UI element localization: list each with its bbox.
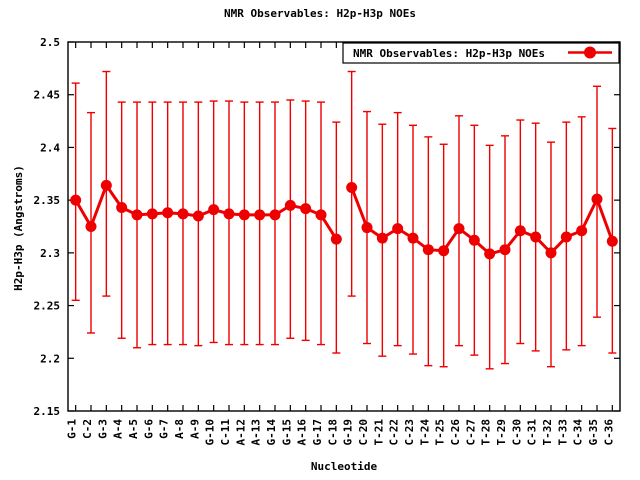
data-point-marker[interactable] (422, 244, 434, 256)
data-point-marker[interactable] (468, 234, 480, 246)
data-point-marker[interactable] (300, 203, 312, 215)
y-axis-ticks: 2.15 2.2 2.25 2.3 2.35 2.4 2.45 2.5 (34, 36, 620, 418)
data-point-marker[interactable] (453, 223, 465, 235)
data-point-marker[interactable] (284, 199, 296, 211)
y-tick-label: 2.5 (40, 36, 60, 49)
data-line-segment (350, 186, 614, 256)
x-tick-label: C-22 (388, 419, 401, 446)
x-tick-label: G-1 (66, 419, 79, 439)
data-point-marker[interactable] (530, 231, 542, 243)
data-point-marker[interactable] (162, 207, 174, 219)
data-point-marker[interactable] (146, 208, 158, 220)
x-tick-label: G-3 (96, 419, 109, 439)
x-tick-label: C-30 (510, 419, 523, 446)
x-tick-label: C-36 (602, 419, 615, 446)
data-point-marker[interactable] (254, 209, 266, 221)
data-point-marker[interactable] (376, 232, 388, 244)
x-tick-label: C-31 (526, 419, 539, 446)
x-tick-label: T-24 (418, 419, 431, 446)
x-tick-label: G-17 (311, 419, 324, 446)
x-tick-label: C-11 (219, 419, 232, 446)
x-tick-label: G-7 (158, 419, 171, 439)
x-tick-label: T-28 (480, 419, 493, 446)
data-point-marker[interactable] (315, 209, 327, 221)
data-point-marker[interactable] (116, 202, 128, 214)
x-tick-label: A-5 (127, 419, 140, 439)
y-axis-label: H2p-H3p (Angstroms) (12, 165, 25, 291)
x-tick-label: G-35 (587, 419, 600, 446)
x-tick-label: G-6 (142, 419, 155, 439)
x-axis-ticks: G-1 C-2 G-3 A-4 A-5 G-6 G-7 A-8 A-9 G-10 C-11 A-12 A… (66, 42, 615, 446)
data-point-marker[interactable] (576, 225, 588, 237)
x-tick-label: G-10 (204, 419, 217, 446)
data-point-marker[interactable] (192, 210, 204, 222)
x-axis-label: Nucleotide (311, 460, 378, 473)
x-tick-label: T-25 (434, 419, 447, 446)
y-tick-label: 2.25 (34, 300, 61, 313)
data-point-marker[interactable] (238, 209, 250, 221)
legend-box (342, 42, 620, 64)
y-tick-label: 2.15 (34, 405, 61, 418)
data-point-marker[interactable] (560, 231, 572, 243)
data-point-marker[interactable] (100, 179, 112, 191)
x-tick-label: C-27 (464, 419, 477, 446)
x-tick-label: C-34 (572, 419, 585, 446)
x-tick-label: C-20 (357, 419, 370, 446)
data-point-group (70, 179, 618, 260)
x-tick-label: A-8 (173, 419, 186, 439)
data-point-marker[interactable] (223, 208, 235, 220)
data-point-marker[interactable] (269, 209, 281, 221)
legend-marker-swatch (584, 46, 596, 59)
data-point-marker[interactable] (361, 222, 373, 234)
data-point-marker[interactable] (85, 221, 97, 232)
page-title: NMR Observables: H2p-H3p NOEs (223, 7, 417, 20)
y-tick-label: 2.3 (40, 247, 60, 260)
data-point-marker[interactable] (208, 204, 220, 216)
data-point-marker[interactable] (392, 223, 404, 235)
data-point-marker[interactable] (606, 235, 618, 247)
y-tick-label: 2.45 (34, 89, 61, 102)
legend-item-label: NMR Observables: H2p-H3p NOEs (353, 47, 545, 60)
data-point-marker[interactable] (545, 247, 557, 259)
x-tick-label: C-2 (81, 419, 94, 439)
data-point-marker[interactable] (330, 233, 342, 245)
data-point-marker[interactable] (484, 248, 496, 260)
x-tick-label: T-21 (372, 419, 385, 446)
data-point-marker[interactable] (514, 225, 526, 237)
error-bars-group (71, 70, 617, 370)
chart-legend[interactable]: NMR Observables: H2p-H3p NOEs (342, 42, 620, 64)
x-tick-label: G-15 (280, 419, 293, 446)
x-tick-label: C-26 (449, 419, 462, 446)
data-point-marker[interactable] (177, 208, 189, 220)
x-tick-label: C-23 (403, 419, 416, 446)
x-tick-label: T-32 (541, 419, 554, 446)
x-tick-label: A-4 (112, 419, 125, 439)
x-tick-label: T-33 (556, 419, 569, 446)
data-line-segment (74, 182, 338, 240)
data-point-marker[interactable] (346, 181, 358, 193)
data-point-marker[interactable] (407, 232, 419, 244)
y-tick-label: 2.35 (34, 194, 61, 207)
plot-frame (67, 41, 621, 412)
x-tick-label: T-29 (495, 419, 508, 446)
x-tick-label: G-14 (265, 419, 278, 446)
y-tick-label: 2.2 (40, 352, 60, 365)
x-tick-label: G-19 (342, 419, 355, 446)
data-line-group (74, 182, 614, 256)
x-tick-label: A-12 (234, 419, 247, 446)
data-point-marker[interactable] (499, 244, 511, 256)
x-tick-label: C-18 (326, 419, 339, 446)
y-tick-label: 2.4 (40, 141, 60, 154)
x-tick-label: A-16 (296, 419, 309, 446)
data-point-marker[interactable] (438, 245, 450, 257)
x-tick-label: A-13 (250, 419, 263, 446)
data-point-marker[interactable] (70, 194, 82, 206)
data-point-marker[interactable] (591, 193, 603, 205)
data-point-marker[interactable] (131, 209, 143, 221)
x-tick-label: A-9 (188, 419, 201, 439)
